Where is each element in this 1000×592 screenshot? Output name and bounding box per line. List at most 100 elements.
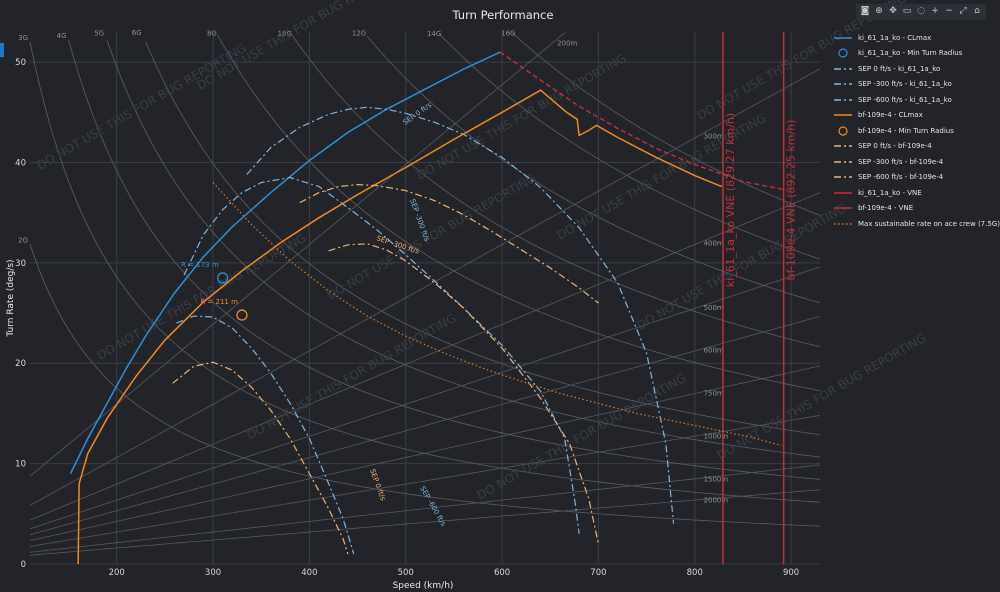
series-line[interactable]	[176, 315, 355, 555]
x-tick-label: 200	[109, 568, 125, 578]
structural-limit-line[interactable]	[499, 51, 785, 191]
series-line[interactable]	[328, 243, 600, 545]
pan-icon[interactable]: ✥	[889, 6, 897, 16]
g-line-label: 14G	[427, 30, 441, 38]
box-select-icon[interactable]: ▭	[902, 6, 912, 16]
legend-label: bf-109e-4 - CLmax	[858, 111, 923, 120]
legend-swatch	[834, 99, 852, 101]
radius-line	[29, 489, 821, 556]
legend-label: SEP -300 ft/s - bf-109e-4	[858, 157, 944, 166]
legend[interactable]: ki_61_1a_ko - CLmax ki_61_1a_ko - Min Tur…	[834, 30, 1000, 232]
y-tick-label: 40	[15, 158, 26, 168]
legend-swatch	[834, 207, 852, 209]
series-line[interactable]	[77, 89, 568, 565]
legend-marker	[838, 48, 848, 58]
legend-item[interactable]: SEP -300 ft/s - ki_61_1a_ko	[834, 77, 998, 93]
g-line-label: 10G	[278, 30, 292, 38]
radius-line	[29, 192, 821, 521]
legend-swatch	[834, 83, 852, 85]
camera-icon[interactable]: ◙	[860, 6, 870, 16]
g-line-label: 3G	[18, 34, 28, 42]
legend-label: ki_61_1a_ko - CLmax	[858, 33, 932, 42]
g-line	[68, 39, 821, 480]
g-line	[106, 40, 821, 458]
modebar[interactable]: ◙ ⊕ ✥ ▭ ◌ + − ⤢ ⌂	[856, 4, 986, 20]
min-turn-radius-label: R = 173 m	[181, 261, 219, 269]
legend-label: ki_61_1a_ko - Min Turn Radius	[858, 49, 963, 58]
radius-label: 300m	[704, 132, 724, 140]
series-line[interactable]	[172, 361, 349, 555]
radius-label: 1000m	[704, 432, 729, 440]
legend-label: SEP 0 ft/s - bf-109e-4	[858, 142, 932, 151]
radius-line	[29, 68, 821, 506]
g-line-label: 6G	[132, 29, 142, 37]
legend-item[interactable]: SEP 0 ft/s - bf-109e-4	[834, 139, 998, 155]
x-tick-label: 700	[590, 568, 606, 578]
radius-line	[29, 32, 565, 477]
series-line[interactable]	[183, 176, 580, 534]
y-tick-label: 10	[15, 460, 26, 470]
g-line-label: 2G	[18, 236, 28, 244]
legend-swatch	[838, 48, 848, 58]
legend-item[interactable]: ki_61_1a_ko - CLmax	[834, 30, 998, 46]
chart-title: Turn Performance	[452, 8, 554, 22]
radius-line	[29, 365, 821, 541]
g-line-label: 5G	[94, 30, 104, 38]
g-line	[29, 244, 821, 527]
g-line	[145, 41, 821, 436]
series-line[interactable]	[69, 51, 501, 474]
legend-swatch	[834, 176, 852, 178]
legend-label: ki_61_1a_ko - VNE	[858, 188, 922, 197]
vne-label: bf-109e-4 VNE (892.25 km/h)	[785, 120, 798, 281]
lasso-icon[interactable]: ◌	[917, 6, 925, 16]
radius-label: 500m	[704, 304, 724, 312]
x-tick-label: 900	[783, 568, 799, 578]
series-line[interactable]	[299, 183, 599, 304]
legend-label: bf-109e-4 - VNE	[858, 204, 914, 213]
legend-item[interactable]: ki_61_1a_ko - VNE	[834, 185, 998, 201]
x-tick-label: 500	[398, 568, 414, 578]
min-turn-radius-marker[interactable]	[236, 309, 248, 321]
x-tick-label: 800	[687, 568, 703, 578]
radius-label: 400m	[704, 239, 724, 247]
legend-item[interactable]: bf-109e-4 - Min Turn Radius	[834, 123, 998, 139]
autoscale-icon[interactable]: ⤢	[959, 6, 967, 16]
zoom-out-icon[interactable]: −	[945, 6, 953, 16]
y-tick-label: 30	[15, 259, 26, 269]
home-icon[interactable]: ⌂	[974, 6, 980, 16]
legend-item[interactable]: SEP -300 ft/s - bf-109e-4	[834, 154, 998, 170]
legend-item[interactable]: bf-109e-4 - CLmax	[834, 108, 998, 124]
min-turn-radius-label: R = 211 m	[200, 298, 238, 306]
legend-swatch	[838, 126, 848, 136]
legend-item[interactable]: SEP -600 ft/s - ki_61_1a_ko	[834, 92, 998, 108]
legend-item[interactable]: ki_61_1a_ko - Min Turn Radius	[834, 46, 998, 62]
zoom-in-icon[interactable]: +	[931, 6, 939, 16]
legend-swatch	[834, 145, 852, 147]
radius-label: 2000m	[704, 497, 729, 505]
g-line-label: 4G	[57, 32, 67, 40]
legend-swatch	[834, 68, 852, 70]
zoom-icon[interactable]: ⊕	[875, 6, 883, 16]
legend-label: SEP -300 ft/s - ki_61_1a_ko	[858, 80, 952, 89]
legend-label: Max sustainable rate on ace crew (7.5G)	[858, 219, 1000, 228]
y-axis-title: Turn Rate (deg/s)	[6, 259, 16, 337]
radius-label: 1500m	[704, 475, 729, 483]
legend-item[interactable]: Max sustainable rate on ace crew (7.5G)	[834, 216, 1000, 232]
legend-marker	[838, 126, 848, 136]
legend-item[interactable]: bf-109e-4 - VNE	[834, 201, 998, 217]
bf-high-speed-line[interactable]	[566, 111, 723, 188]
legend-label: SEP -600 ft/s - ki_61_1a_ko	[858, 95, 952, 104]
plot-background	[30, 32, 820, 564]
vne-label: ki_61_1a_ko VNE (829.27 km/h)	[724, 113, 737, 287]
series-line[interactable]	[246, 106, 675, 524]
x-tick-label: 600	[494, 568, 510, 578]
radius-line	[29, 464, 821, 553]
series-line[interactable]	[212, 182, 782, 447]
min-turn-radius-marker[interactable]	[217, 272, 229, 284]
x-tick-label: 300	[205, 568, 221, 578]
g-line	[366, 35, 821, 304]
g-line-label: 8G	[207, 29, 217, 37]
legend-item[interactable]: SEP 0 ft/s - ki_61_1a_ko	[834, 61, 998, 77]
legend-item[interactable]: SEP -600 ft/s - bf-109e-4	[834, 170, 998, 186]
legend-swatch	[834, 37, 852, 39]
